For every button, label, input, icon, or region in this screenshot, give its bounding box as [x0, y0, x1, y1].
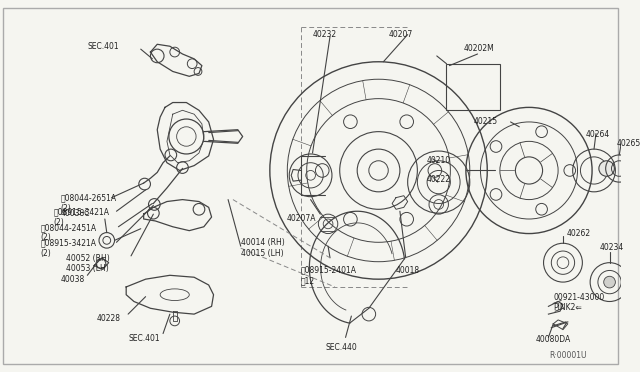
Text: 40080DA: 40080DA — [536, 336, 571, 344]
Text: 40038C: 40038C — [60, 209, 90, 218]
Text: 40215: 40215 — [474, 117, 498, 126]
Text: 40018: 40018 — [396, 266, 420, 275]
Bar — [447, 64, 500, 110]
Text: 40265: 40265 — [616, 140, 640, 148]
Text: 40264: 40264 — [586, 130, 609, 139]
Text: Ⓧ08915-2401A
⧲12: Ⓧ08915-2401A ⧲12 — [301, 266, 357, 285]
Text: R·00001U: R·00001U — [549, 351, 587, 360]
Text: 40210: 40210 — [427, 156, 451, 165]
Text: 00921-43000
PINK2⇐: 00921-43000 PINK2⇐ — [553, 293, 605, 312]
Text: 40014 (RH)
40015 (LH): 40014 (RH) 40015 (LH) — [241, 238, 284, 258]
Text: 40262: 40262 — [567, 229, 591, 238]
Text: 40038: 40038 — [60, 275, 84, 284]
Text: 40207: 40207 — [388, 30, 413, 39]
Text: 40228: 40228 — [97, 314, 121, 323]
Text: 40234: 40234 — [600, 243, 624, 252]
Text: Ⓧ08915-3421A
(2): Ⓧ08915-3421A (2) — [53, 207, 109, 227]
Circle shape — [604, 276, 616, 288]
Text: 40232: 40232 — [312, 30, 337, 39]
Circle shape — [599, 161, 614, 176]
Text: 40202M: 40202M — [464, 44, 495, 53]
Text: Ⓧ08915-3421A
(2): Ⓧ08915-3421A (2) — [41, 238, 97, 258]
Text: SEC.440: SEC.440 — [325, 343, 357, 352]
Text: Ⓑ08044-2451A
(2): Ⓑ08044-2451A (2) — [41, 223, 97, 242]
Text: SEC.401: SEC.401 — [87, 42, 119, 51]
Text: Ⓑ08044-2651A
(2): Ⓑ08044-2651A (2) — [60, 194, 116, 213]
Text: 40207A: 40207A — [286, 214, 316, 223]
Text: SEC.401: SEC.401 — [128, 334, 160, 343]
Text: 40052 (RH)
40053 (LH): 40052 (RH) 40053 (LH) — [66, 254, 109, 273]
Text: 40222: 40222 — [427, 175, 451, 184]
